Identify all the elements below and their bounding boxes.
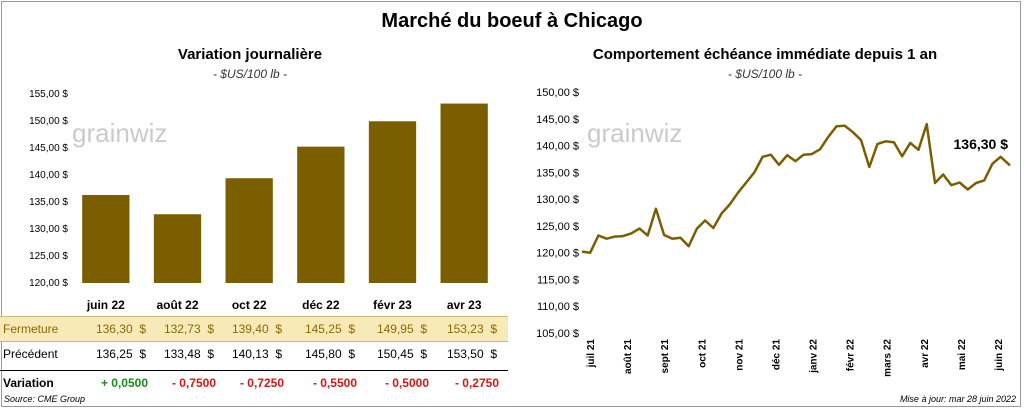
- previous-cell: 153,50 $: [446, 347, 497, 361]
- close-cell: 136,30 $: [95, 322, 146, 336]
- variation-cell: + 0,0500: [100, 376, 148, 390]
- bar-chart: grainwiz 120,00 $ 125,00 $ 130,00 $ 135,00 …: [29, 89, 488, 312]
- bar-x-tick-label: févr 23: [373, 298, 412, 312]
- source-note: Source: CME Group: [4, 394, 86, 404]
- table-row-variation: Variation + 0,0500 - 0,7500 - 0,7250 - 0,55…: [0, 370, 508, 395]
- row-label-close: Fermeture: [3, 322, 59, 336]
- bar-x-tick-label: oct 22: [232, 298, 267, 312]
- row-label-previous: Précédent: [3, 347, 58, 361]
- bar-y-tick-label: 125,00 $: [29, 251, 68, 262]
- table-row-close: Fermeture 136,30 $ 132,73 $ 139,40 $ 145,25…: [0, 316, 508, 342]
- line-y-tick-label: 130,00 $: [536, 194, 579, 206]
- bar-y-tick-label: 120,00 $: [29, 278, 68, 289]
- previous-cell: 145,80 $: [304, 347, 355, 361]
- close-cell: 139,40 $: [231, 322, 282, 336]
- line-x-tick-label: nov 21: [734, 339, 745, 371]
- line-x-tick-label: mars 22: [883, 339, 894, 377]
- line-y-tick-label: 115,00 $: [537, 274, 579, 286]
- bar-x-tick-label: juin 22: [86, 298, 125, 312]
- line-y-tick-label: 150,00 $: [536, 87, 579, 99]
- line-x-tick-label: sept 21: [660, 339, 671, 374]
- close-cell: 153,23 $: [446, 322, 497, 336]
- line-x-tick-label: oct 21: [697, 339, 708, 368]
- variation-cell: - 0,5500: [312, 376, 357, 390]
- right-chart-title: Comportement échéance immédiate depuis 1…: [592, 46, 938, 63]
- right-chart-unit: - $US/100 lb -: [727, 67, 803, 81]
- price-line: [581, 122, 1011, 254]
- line-y-tick-label: 140,00 $: [536, 141, 579, 153]
- bar-chart-watermark: grainwiz: [72, 118, 167, 148]
- previous-cell: 150,45 $: [376, 347, 427, 361]
- line-y-tick-label: 120,00 $: [536, 248, 579, 260]
- main-title: Marché du boeuf à Chicago: [381, 10, 643, 32]
- close-cell: 132,73 $: [163, 322, 214, 336]
- line-y-tick-label: 125,00 $: [536, 221, 579, 233]
- bar-x-tick-label: août 22: [156, 298, 198, 312]
- previous-cell: 136,25 $: [95, 347, 146, 361]
- left-chart-title: Variation journalière: [177, 46, 323, 63]
- bar-y-tick-label: 145,00 $: [29, 143, 68, 154]
- bar: [440, 103, 488, 283]
- line-x-tick-label: août 21: [623, 339, 634, 374]
- bar-y-tick-label: 140,00 $: [29, 170, 68, 181]
- bar: [82, 194, 130, 283]
- bar-y-tick-label: 135,00 $: [29, 197, 68, 208]
- last-value-label: 136,30 $: [954, 136, 1009, 152]
- bar-y-tick-label: 130,00 $: [29, 224, 68, 235]
- bar: [225, 178, 273, 283]
- table-row-previous: Précédent 136,25 $ 133,48 $ 140,13 $ 145,80…: [0, 342, 508, 366]
- bar-y-tick-label: 150,00 $: [29, 116, 68, 127]
- bar-x-tick-label: déc 22: [302, 298, 340, 312]
- bar: [368, 121, 417, 284]
- line-y-tick-label: 105,00 $: [536, 328, 579, 340]
- previous-cell: 133,48 $: [163, 347, 214, 361]
- variation-cell: - 0,5000: [384, 376, 429, 390]
- close-cell: 145,25 $: [304, 322, 355, 336]
- variation-cell: - 0,7250: [239, 376, 284, 390]
- previous-cell: 140,13 $: [231, 347, 282, 361]
- bar: [297, 146, 345, 283]
- variation-cell: - 0,7500: [171, 376, 216, 390]
- line-x-tick-label: janv 22: [809, 339, 820, 374]
- line-chart-watermark: grainwiz: [587, 118, 682, 148]
- row-label-variation: Variation: [3, 376, 54, 390]
- bar-x-tick-label: avr 23: [447, 298, 482, 312]
- variation-cell: - 0,2750: [454, 376, 499, 390]
- line-x-tick-label: févr 22: [846, 339, 857, 372]
- line-x-tick-label: juil 21: [586, 339, 597, 369]
- line-x-tick-label: avr 22: [920, 339, 931, 368]
- line-x-tick-label: mai 22: [957, 339, 968, 371]
- bar-y-tick-label: 155,00 $: [29, 89, 68, 100]
- line-y-tick-label: 110,00 $: [537, 301, 579, 313]
- close-cell: 149,95 $: [376, 322, 427, 336]
- left-chart-unit: - $US/100 lb -: [212, 67, 288, 81]
- line-x-tick-label: déc 21: [771, 339, 782, 371]
- bar: [153, 214, 202, 283]
- line-y-tick-label: 135,00 $: [536, 167, 579, 179]
- update-date: Mise à jour: mar 28 juin 2022: [899, 394, 1016, 404]
- line-y-tick-label: 145,00 $: [536, 114, 579, 126]
- line-x-tick-label: juin 22: [994, 339, 1005, 372]
